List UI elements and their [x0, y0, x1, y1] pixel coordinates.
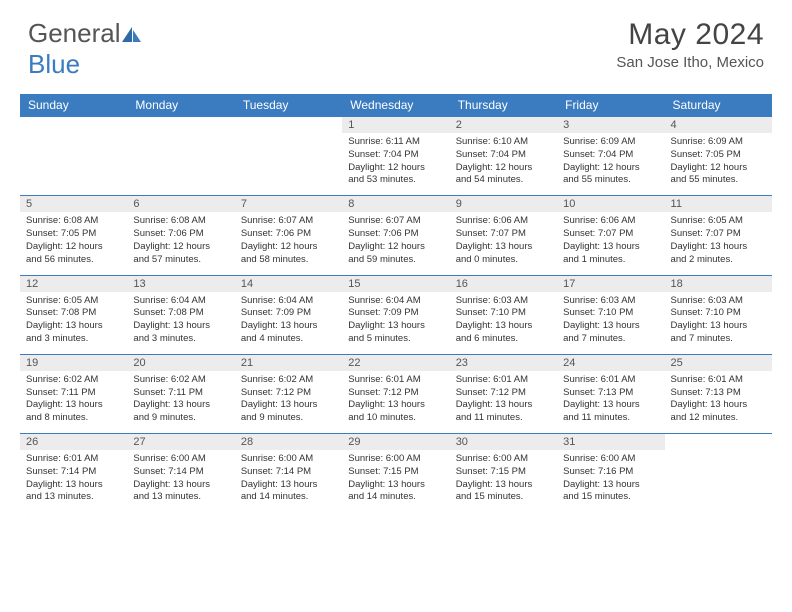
brand-logo: GeneralBlue [28, 18, 143, 80]
calendar-body: 1234Sunrise: 6:11 AMSunset: 7:04 PMDayli… [20, 117, 772, 513]
day-number: 29 [342, 434, 449, 451]
day-cell: Sunrise: 6:03 AMSunset: 7:10 PMDaylight:… [450, 292, 557, 355]
day-header: Wednesday [342, 94, 449, 117]
day-header: Tuesday [235, 94, 342, 117]
day-cell: Sunrise: 6:01 AMSunset: 7:14 PMDaylight:… [20, 450, 127, 512]
header: GeneralBlue May 2024 San Jose Itho, Mexi… [0, 0, 792, 88]
day-cell: Sunrise: 6:05 AMSunset: 7:07 PMDaylight:… [665, 212, 772, 275]
daynum-row: 262728293031 [20, 434, 772, 451]
empty-day-number [127, 117, 234, 134]
day-number: 1 [342, 117, 449, 134]
day-number: 2 [450, 117, 557, 134]
daycell-row: Sunrise: 6:08 AMSunset: 7:05 PMDaylight:… [20, 212, 772, 275]
day-number: 25 [665, 354, 772, 371]
day-number: 12 [20, 275, 127, 292]
empty-day-cell [127, 133, 234, 196]
page-title: May 2024 [616, 18, 764, 52]
day-cell: Sunrise: 6:00 AMSunset: 7:14 PMDaylight:… [127, 450, 234, 512]
day-number: 8 [342, 196, 449, 213]
day-cell: Sunrise: 6:05 AMSunset: 7:08 PMDaylight:… [20, 292, 127, 355]
day-cell: Sunrise: 6:00 AMSunset: 7:16 PMDaylight:… [557, 450, 664, 512]
day-cell: Sunrise: 6:04 AMSunset: 7:09 PMDaylight:… [342, 292, 449, 355]
day-cell: Sunrise: 6:00 AMSunset: 7:15 PMDaylight:… [450, 450, 557, 512]
day-number: 9 [450, 196, 557, 213]
daycell-row: Sunrise: 6:05 AMSunset: 7:08 PMDaylight:… [20, 292, 772, 355]
day-number: 17 [557, 275, 664, 292]
day-cell: Sunrise: 6:01 AMSunset: 7:13 PMDaylight:… [557, 371, 664, 434]
brand-text: GeneralBlue [28, 18, 143, 80]
empty-day-number [235, 117, 342, 134]
day-cell: Sunrise: 6:01 AMSunset: 7:13 PMDaylight:… [665, 371, 772, 434]
day-number: 28 [235, 434, 342, 451]
day-cell: Sunrise: 6:04 AMSunset: 7:09 PMDaylight:… [235, 292, 342, 355]
brand-part2: Blue [28, 49, 80, 79]
day-cell: Sunrise: 6:10 AMSunset: 7:04 PMDaylight:… [450, 133, 557, 196]
day-number: 31 [557, 434, 664, 451]
day-number: 13 [127, 275, 234, 292]
day-number: 7 [235, 196, 342, 213]
day-number: 19 [20, 354, 127, 371]
daycell-row: Sunrise: 6:02 AMSunset: 7:11 PMDaylight:… [20, 371, 772, 434]
daycell-row: Sunrise: 6:11 AMSunset: 7:04 PMDaylight:… [20, 133, 772, 196]
day-number: 3 [557, 117, 664, 134]
day-cell: Sunrise: 6:04 AMSunset: 7:08 PMDaylight:… [127, 292, 234, 355]
day-number: 18 [665, 275, 772, 292]
daycell-row: Sunrise: 6:01 AMSunset: 7:14 PMDaylight:… [20, 450, 772, 512]
day-number: 26 [20, 434, 127, 451]
day-cell: Sunrise: 6:08 AMSunset: 7:05 PMDaylight:… [20, 212, 127, 275]
daynum-row: 12131415161718 [20, 275, 772, 292]
day-number: 20 [127, 354, 234, 371]
day-cell: Sunrise: 6:06 AMSunset: 7:07 PMDaylight:… [557, 212, 664, 275]
day-cell: Sunrise: 6:06 AMSunset: 7:07 PMDaylight:… [450, 212, 557, 275]
day-cell: Sunrise: 6:07 AMSunset: 7:06 PMDaylight:… [235, 212, 342, 275]
empty-day-cell [20, 133, 127, 196]
sail-icon [121, 26, 143, 44]
day-number: 27 [127, 434, 234, 451]
daynum-row: 1234 [20, 117, 772, 134]
day-cell: Sunrise: 6:07 AMSunset: 7:06 PMDaylight:… [342, 212, 449, 275]
empty-day-cell [665, 450, 772, 512]
day-header: Friday [557, 94, 664, 117]
day-header: Sunday [20, 94, 127, 117]
day-cell: Sunrise: 6:03 AMSunset: 7:10 PMDaylight:… [665, 292, 772, 355]
day-cell: Sunrise: 6:00 AMSunset: 7:14 PMDaylight:… [235, 450, 342, 512]
day-cell: Sunrise: 6:01 AMSunset: 7:12 PMDaylight:… [342, 371, 449, 434]
day-cell: Sunrise: 6:08 AMSunset: 7:06 PMDaylight:… [127, 212, 234, 275]
day-number: 10 [557, 196, 664, 213]
day-number: 5 [20, 196, 127, 213]
day-header: Saturday [665, 94, 772, 117]
day-number: 21 [235, 354, 342, 371]
day-cell: Sunrise: 6:09 AMSunset: 7:04 PMDaylight:… [557, 133, 664, 196]
day-cell: Sunrise: 6:02 AMSunset: 7:11 PMDaylight:… [20, 371, 127, 434]
calendar-table: SundayMondayTuesdayWednesdayThursdayFrid… [20, 94, 772, 512]
day-cell: Sunrise: 6:02 AMSunset: 7:11 PMDaylight:… [127, 371, 234, 434]
day-number: 24 [557, 354, 664, 371]
brand-part1: General [28, 18, 121, 48]
location-label: San Jose Itho, Mexico [616, 54, 764, 71]
empty-day-cell [235, 133, 342, 196]
day-cell: Sunrise: 6:01 AMSunset: 7:12 PMDaylight:… [450, 371, 557, 434]
day-number: 30 [450, 434, 557, 451]
day-header: Thursday [450, 94, 557, 117]
day-cell: Sunrise: 6:03 AMSunset: 7:10 PMDaylight:… [557, 292, 664, 355]
day-number: 6 [127, 196, 234, 213]
day-number: 22 [342, 354, 449, 371]
day-number: 11 [665, 196, 772, 213]
day-number: 23 [450, 354, 557, 371]
day-number: 4 [665, 117, 772, 134]
empty-day-number [665, 434, 772, 451]
empty-day-number [20, 117, 127, 134]
day-header-row: SundayMondayTuesdayWednesdayThursdayFrid… [20, 94, 772, 117]
day-number: 15 [342, 275, 449, 292]
day-number: 14 [235, 275, 342, 292]
title-block: May 2024 San Jose Itho, Mexico [616, 18, 764, 71]
daynum-row: 19202122232425 [20, 354, 772, 371]
day-cell: Sunrise: 6:00 AMSunset: 7:15 PMDaylight:… [342, 450, 449, 512]
day-cell: Sunrise: 6:11 AMSunset: 7:04 PMDaylight:… [342, 133, 449, 196]
day-header: Monday [127, 94, 234, 117]
day-cell: Sunrise: 6:09 AMSunset: 7:05 PMDaylight:… [665, 133, 772, 196]
day-number: 16 [450, 275, 557, 292]
daynum-row: 567891011 [20, 196, 772, 213]
day-cell: Sunrise: 6:02 AMSunset: 7:12 PMDaylight:… [235, 371, 342, 434]
